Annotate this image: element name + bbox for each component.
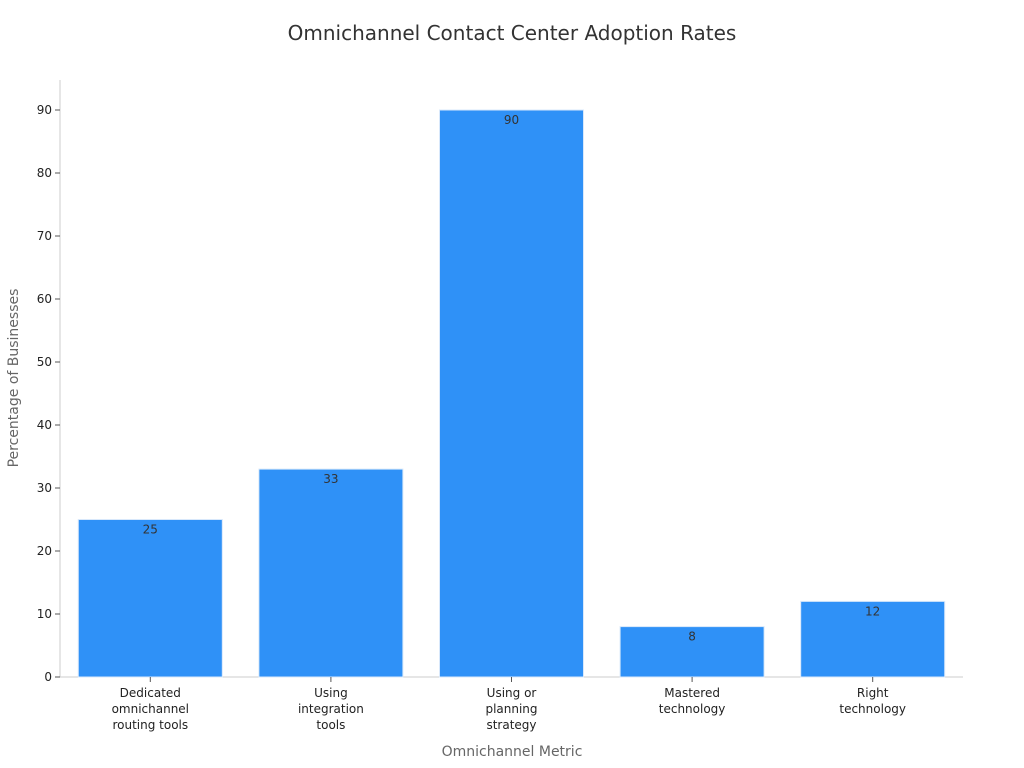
y-tick-label: 70	[37, 229, 52, 243]
data-label: 25	[143, 523, 158, 537]
y-tick-label: 60	[37, 292, 52, 306]
y-tick-label: 40	[37, 418, 52, 432]
x-tick-label: Using or planning strategy	[485, 686, 537, 732]
bar	[77, 519, 223, 678]
y-tick-label: 80	[37, 166, 52, 180]
x-tick-label: Right technology	[839, 686, 906, 716]
data-label: 90	[504, 113, 519, 127]
data-label: 8	[688, 630, 696, 644]
bar	[439, 109, 584, 678]
y-tick-label: 30	[37, 481, 52, 495]
data-label: 33	[323, 472, 338, 486]
y-tick-label: 50	[37, 355, 52, 369]
bar	[258, 468, 404, 678]
x-tick-label: Mastered technology	[659, 686, 726, 716]
plot-area: 0 10 20 30 40 50 60 70 80 90 25 Dedicated omnichanne…	[37, 80, 963, 732]
y-tick-label: 90	[37, 103, 52, 117]
y-tick-label: 20	[37, 544, 52, 558]
x-axis-title: Omnichannel Metric	[442, 744, 583, 760]
y-tick-label: 0	[44, 670, 52, 684]
bar	[619, 626, 765, 678]
x-tick-label: Dedicated omnichannel routing tools	[112, 686, 189, 732]
chart-title: Omnichannel Contact Center Adoption Rate…	[288, 21, 737, 45]
data-label: 12	[865, 604, 880, 618]
x-tick-label: Using integration tools	[298, 686, 364, 732]
y-axis-title: Percentage of Businesses	[6, 289, 22, 468]
y-tick-label: 10	[37, 607, 52, 621]
